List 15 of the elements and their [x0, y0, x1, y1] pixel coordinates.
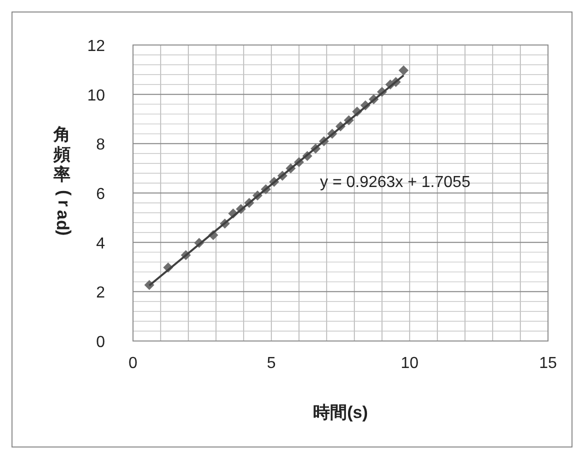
y-tick-label: 10 — [87, 87, 106, 104]
annotation: y = 0.9263x + 1.7055 — [320, 174, 470, 191]
y-tick-label: 2 — [96, 284, 106, 302]
y-tick-label: 6 — [96, 186, 106, 203]
x-tick-label: 0 — [128, 355, 138, 372]
y-tick-label: 12 — [87, 38, 106, 55]
x-tick-label: 15 — [539, 355, 557, 372]
x-tick-label: 5 — [266, 355, 276, 372]
y-tick-label: 0 — [96, 334, 106, 351]
x-tick-label: 10 — [400, 355, 419, 372]
y-axis-title: 角頻率(rad) — [52, 125, 74, 236]
y-tick-label: 4 — [96, 235, 106, 252]
y-tick-label: 8 — [96, 136, 106, 154]
point — [398, 65, 409, 76]
x-axis-title: 時間(s) — [313, 403, 368, 422]
